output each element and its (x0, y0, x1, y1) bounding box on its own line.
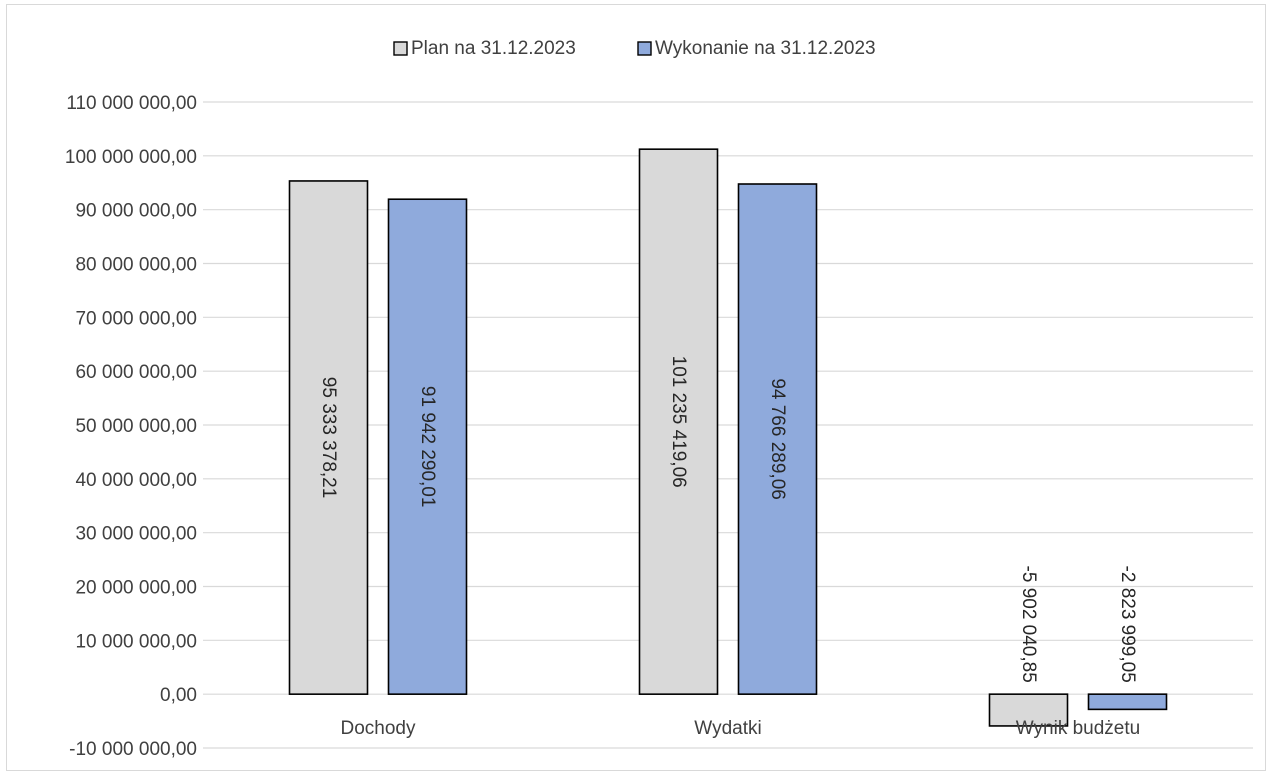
legend-label: Wykonanie na 31.12.2023 (655, 38, 876, 59)
y-tick-label: 60 000 000,00 (75, 362, 197, 383)
data-label: 91 942 290,01 (417, 386, 438, 508)
bar-wykonanie (737, 183, 818, 695)
data-label: -5 902 040,85 (1018, 566, 1039, 683)
bar-chart: 110 000 000,00 100 000 000,00 90 000 000,0… (65, 38, 1253, 760)
legend-swatch (393, 41, 408, 56)
legend-swatch (637, 41, 652, 56)
data-label: -2 823 999,05 (1117, 566, 1138, 683)
bar-wykonanie (387, 198, 468, 695)
data-label: 95 333 378,21 (318, 377, 339, 499)
bar-wykonanie (1087, 693, 1168, 711)
y-tick-label: 30 000 000,00 (75, 524, 197, 545)
bar-plan (988, 693, 1069, 727)
y-tick-label: 10 000 000,00 (75, 631, 197, 652)
y-tick-label: 80 000 000,00 (75, 255, 197, 276)
y-tick-label: 100 000 000,00 (65, 147, 197, 168)
y-tick-label: 20 000 000,00 (75, 578, 197, 599)
bar-plan (288, 180, 369, 695)
category-label: Dochody (341, 718, 416, 739)
data-label: 94 766 289,06 (767, 378, 788, 500)
legend-label: Plan na 31.12.2023 (411, 38, 576, 59)
y-tick-label: -10 000 000,00 (69, 739, 197, 760)
category-label: Wynik budżetu (1016, 718, 1140, 739)
y-tick-label: 0,00 (160, 685, 197, 706)
y-tick-label: 110 000 000,00 (66, 93, 197, 114)
y-tick-label: 40 000 000,00 (75, 470, 197, 491)
data-label: 101 235 419,06 (668, 356, 689, 488)
category-label: Wydatki (694, 718, 761, 739)
bar-plan (638, 148, 719, 695)
chart-frame: 110 000 000,00 100 000 000,00 90 000 000,0… (6, 4, 1266, 771)
y-tick-label: 70 000 000,00 (75, 308, 197, 329)
y-tick-label: 50 000 000,00 (75, 416, 197, 437)
y-tick-label: 90 000 000,00 (75, 201, 197, 222)
